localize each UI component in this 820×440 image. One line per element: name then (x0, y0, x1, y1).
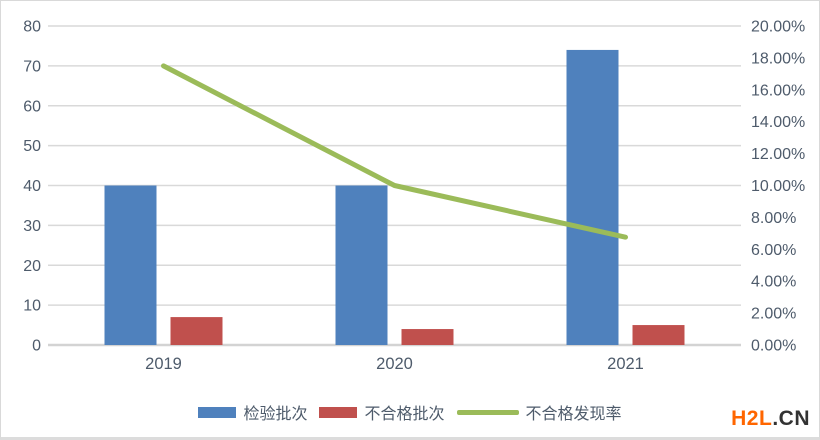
bar-series0-2019 (104, 185, 157, 345)
left-axis-tick-label: 40 (23, 178, 41, 195)
legend-item-unqualified-batches: 不合格批次 (319, 400, 445, 424)
chart-legend: 检验批次 不合格批次 不合格发现率 (1, 400, 819, 424)
watermark-h2l: H2L (731, 407, 773, 430)
left-axis-tick-label: 0 (32, 338, 41, 355)
left-axis-tick-label: 30 (23, 218, 41, 235)
legend-label-inspection-batches: 检验批次 (243, 404, 308, 423)
legend-swatch-blue-bar (198, 406, 237, 418)
bar-series1-2020 (401, 329, 454, 345)
right-axis-tick-label: 6.00% (751, 242, 796, 259)
right-axis-tick-label: 12.00% (751, 146, 805, 163)
legend-item-unqualified-rate: 不合格发现率 (456, 400, 622, 424)
bar-series1-2021 (632, 325, 685, 345)
right-axis-tick-label: 8.00% (751, 210, 796, 227)
left-axis-tick-label: 20 (23, 258, 41, 275)
right-axis-tick-label: 14.00% (751, 114, 805, 131)
legend-item-inspection-batches: 检验批次 (198, 400, 307, 424)
bar-series1-2019 (170, 317, 223, 345)
legend-label-unqualified-rate: 不合格发现率 (525, 404, 622, 423)
left-axis-tick-label: 80 (23, 19, 41, 36)
legend-label-unqualified-batches: 不合格批次 (364, 404, 445, 423)
legend-swatch-red-bar (319, 406, 358, 418)
left-axis-tick-label: 50 (23, 138, 41, 155)
right-axis-tick-label: 20.00% (751, 19, 805, 36)
right-axis-tick-label: 0.00% (751, 338, 796, 355)
x-axis-category-label: 2019 (145, 355, 182, 373)
left-axis-tick-label: 10 (23, 298, 41, 315)
right-axis-tick-label: 4.00% (751, 274, 796, 291)
bar-series0-2020 (335, 185, 388, 345)
rate-line (161, 63, 628, 240)
bar-series0-2021 (566, 49, 619, 346)
x-axis-category-label: 2020 (376, 355, 413, 373)
right-axis-tick-label: 16.00% (751, 82, 805, 99)
right-axis-tick-label: 2.00% (751, 306, 796, 323)
watermark-cn: .CN (772, 407, 810, 430)
legend-swatch-green-line (456, 409, 519, 415)
x-axis-category-label: 2021 (607, 355, 644, 373)
right-axis-tick-label: 18.00% (751, 50, 805, 67)
right-axis-tick-label: 10.00% (751, 178, 805, 195)
left-axis-tick-label: 70 (23, 58, 41, 75)
site-watermark: H2L.CN (731, 407, 810, 431)
left-axis-tick-label: 60 (23, 98, 41, 115)
